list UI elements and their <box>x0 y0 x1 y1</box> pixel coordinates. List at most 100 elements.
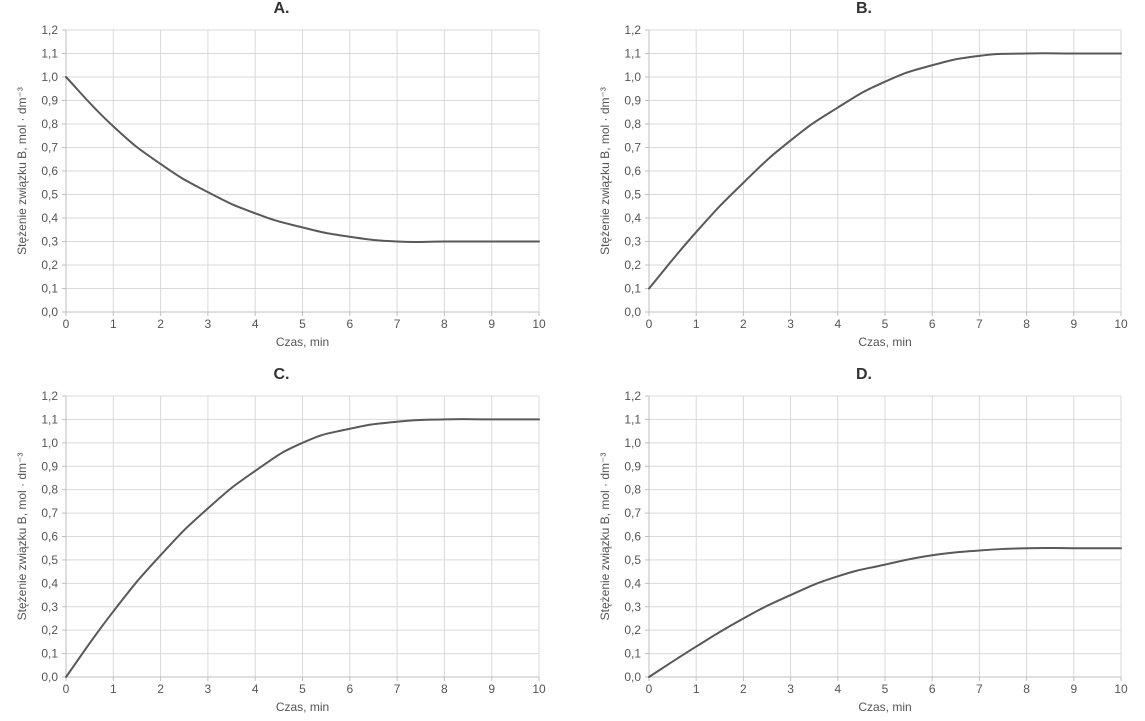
y-axis-label: Stężenie związku B, mol · dm⁻³ <box>598 453 612 621</box>
y-tick-label: 0,3 <box>624 235 641 249</box>
x-tick-label: 6 <box>929 317 936 331</box>
x-axis-label: Czas, min <box>276 700 329 714</box>
x-tick-label: 7 <box>394 317 401 331</box>
y-tick-label: 0,6 <box>41 530 58 544</box>
x-tick-label: 10 <box>532 682 546 696</box>
y-tick-label: 0,7 <box>41 506 58 520</box>
x-tick-label: 3 <box>787 682 794 696</box>
y-tick-label: 1,2 <box>41 389 58 403</box>
y-tick-label: 1,2 <box>41 23 58 37</box>
y-tick-label: 0,9 <box>624 94 641 108</box>
x-axis-label: Czas, min <box>858 335 911 349</box>
x-tick-label: 9 <box>488 682 495 696</box>
x-tick-label: 1 <box>693 682 700 696</box>
y-tick-label: 0,1 <box>624 282 641 296</box>
x-tick-label: 6 <box>346 317 353 331</box>
y-tick-label: 0,7 <box>624 141 641 155</box>
y-tick-label: 0,0 <box>41 305 58 319</box>
panel-container: A. 0123456789100,00,10,20,30,40,50,60,70… <box>10 0 1135 721</box>
chart-area-C: 0123456789100,00,10,20,30,40,50,60,70,80… <box>10 388 553 721</box>
y-tick-label: 0,5 <box>624 553 641 567</box>
y-tick-label: 0,6 <box>624 530 641 544</box>
chart-area-A: 0123456789100,00,10,20,30,40,50,60,70,80… <box>10 22 553 356</box>
y-tick-label: 0,0 <box>41 670 58 684</box>
x-tick-label: 4 <box>252 317 259 331</box>
y-tick-label: 0,4 <box>41 576 58 590</box>
x-tick-label: 0 <box>646 682 653 696</box>
y-tick-label: 0,4 <box>41 211 58 225</box>
x-tick-label: 3 <box>205 317 212 331</box>
y-tick-label: 0,3 <box>41 235 58 249</box>
x-axis-label: Czas, min <box>858 700 911 714</box>
x-tick-label: 8 <box>441 682 448 696</box>
panel-A: A. 0123456789100,00,10,20,30,40,50,60,70… <box>10 0 553 356</box>
y-tick-label: 0,4 <box>624 211 641 225</box>
y-tick-label: 1,1 <box>624 412 641 426</box>
y-tick-label: 1,0 <box>41 436 58 450</box>
panel-title-B: B. <box>856 0 872 18</box>
x-tick-label: 2 <box>740 682 747 696</box>
x-tick-label: 2 <box>157 317 164 331</box>
x-tick-label: 0 <box>63 682 70 696</box>
x-tick-label: 8 <box>1023 682 1030 696</box>
x-tick-label: 8 <box>1023 317 1030 331</box>
x-tick-label: 9 <box>488 317 495 331</box>
y-tick-label: 0,2 <box>624 623 641 637</box>
chart-svg-A: 0123456789100,00,10,20,30,40,50,60,70,80… <box>10 22 553 356</box>
y-tick-label: 0,9 <box>41 459 58 473</box>
panel-D: D. 0123456789100,00,10,20,30,40,50,60,70… <box>593 366 1135 721</box>
x-tick-label: 9 <box>1070 682 1077 696</box>
y-tick-label: 0,5 <box>41 553 58 567</box>
x-tick-label: 6 <box>929 682 936 696</box>
y-tick-label: 0,8 <box>624 483 641 497</box>
panel-title-C: C. <box>274 366 290 384</box>
y-tick-label: 0,1 <box>624 647 641 661</box>
x-tick-label: 10 <box>532 317 546 331</box>
y-tick-label: 0,8 <box>41 117 58 131</box>
y-tick-label: 0,5 <box>624 188 641 202</box>
x-tick-label: 10 <box>1114 682 1128 696</box>
y-tick-label: 0,0 <box>624 305 641 319</box>
chart-area-B: 0123456789100,00,10,20,30,40,50,60,70,80… <box>593 22 1135 356</box>
x-tick-label: 2 <box>157 682 164 696</box>
x-tick-label: 4 <box>834 317 841 331</box>
y-tick-label: 0,8 <box>41 483 58 497</box>
panel-title-A: A. <box>274 0 290 18</box>
y-tick-label: 1,0 <box>624 436 641 450</box>
y-tick-label: 1,0 <box>624 70 641 84</box>
x-tick-label: 6 <box>346 682 353 696</box>
x-tick-label: 4 <box>252 682 259 696</box>
panel-C: C. 0123456789100,00,10,20,30,40,50,60,70… <box>10 366 553 721</box>
y-tick-label: 0,0 <box>624 670 641 684</box>
y-tick-label: 0,2 <box>41 623 58 637</box>
y-tick-label: 0,6 <box>624 164 641 178</box>
x-tick-label: 5 <box>882 682 889 696</box>
y-tick-label: 0,7 <box>624 506 641 520</box>
x-tick-label: 9 <box>1070 317 1077 331</box>
y-tick-label: 0,1 <box>41 282 58 296</box>
y-tick-label: 1,2 <box>624 389 641 403</box>
y-tick-label: 0,8 <box>624 117 641 131</box>
x-tick-label: 3 <box>205 682 212 696</box>
x-tick-label: 3 <box>787 317 794 331</box>
y-tick-label: 0,2 <box>624 258 641 272</box>
y-tick-label: 0,5 <box>41 188 58 202</box>
x-tick-label: 2 <box>740 317 747 331</box>
y-tick-label: 0,2 <box>41 258 58 272</box>
panel-B: B. 0123456789100,00,10,20,30,40,50,60,70… <box>593 0 1135 356</box>
x-tick-label: 1 <box>693 317 700 331</box>
x-tick-label: 0 <box>63 317 70 331</box>
y-axis-label: Stężenie związku B, mol · dm⁻³ <box>15 87 29 255</box>
x-tick-label: 7 <box>394 682 401 696</box>
y-tick-label: 1,1 <box>41 47 58 61</box>
x-tick-label: 7 <box>976 317 983 331</box>
y-tick-label: 0,1 <box>41 647 58 661</box>
y-tick-label: 0,9 <box>624 459 641 473</box>
y-tick-label: 0,7 <box>41 141 58 155</box>
x-tick-label: 5 <box>299 317 306 331</box>
y-tick-label: 1,2 <box>624 23 641 37</box>
x-axis-label: Czas, min <box>276 335 329 349</box>
chart-svg-D: 0123456789100,00,10,20,30,40,50,60,70,80… <box>593 388 1135 721</box>
x-tick-label: 5 <box>299 682 306 696</box>
y-tick-label: 1,1 <box>624 47 641 61</box>
